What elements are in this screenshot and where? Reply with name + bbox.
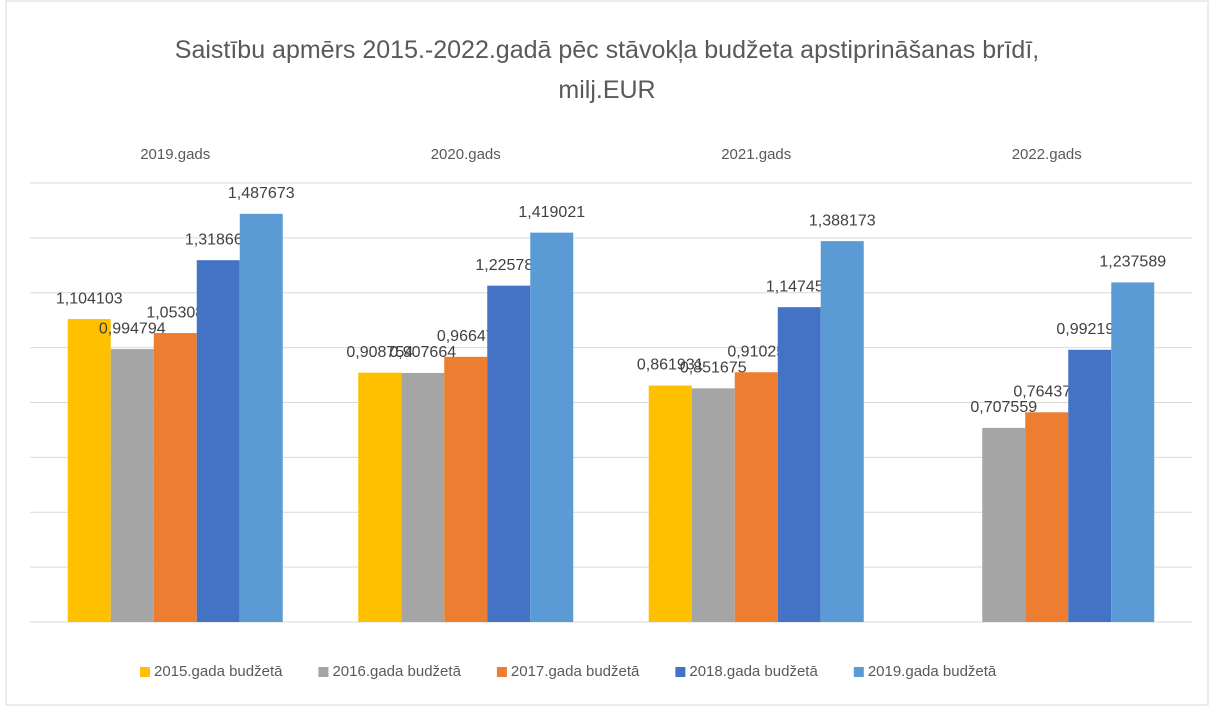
bar <box>982 427 1026 622</box>
legend-swatch <box>853 667 864 677</box>
data-label: 0,764372 <box>1013 383 1080 400</box>
bar <box>1025 412 1069 622</box>
bar <box>648 385 692 622</box>
legend-label: 2016.gada budžetā <box>332 663 461 680</box>
data-label: 0,992196 <box>1056 321 1123 338</box>
bar <box>734 372 778 622</box>
bar <box>401 372 445 622</box>
data-label: 0,96647 <box>437 328 495 345</box>
legend-label: 2015.gada budžetā <box>154 663 283 680</box>
chart-title: Saistību apmērs 2015.-2022.gadā pēc stāv… <box>174 36 1040 104</box>
legend-swatch <box>140 667 150 677</box>
legend-swatch <box>675 667 686 677</box>
data-label: 1,225788 <box>475 257 542 274</box>
data-label: 0,707559 <box>970 399 1037 416</box>
data-label: 0,91025 <box>727 343 785 360</box>
legend-label: 2018.gada budžetā <box>689 663 818 680</box>
bar <box>153 333 197 622</box>
data-label: 1,237589 <box>1099 254 1166 271</box>
bar <box>67 319 111 622</box>
bar <box>444 356 488 622</box>
category-label: 2021.gads <box>721 146 791 163</box>
data-label: 1,419021 <box>518 204 585 221</box>
bar <box>487 285 531 622</box>
legend-swatch <box>496 667 507 677</box>
bar <box>196 260 240 622</box>
category-label: 2020.gads <box>431 146 501 163</box>
legend-label: 2017.gada budžetā <box>511 663 640 680</box>
chart-border <box>5 0 1209 706</box>
category-label: 2019.gads <box>140 146 210 163</box>
bar <box>110 349 154 622</box>
legend-swatch <box>318 667 329 677</box>
data-label: 0,907664 <box>389 344 456 361</box>
data-label: 1,487673 <box>228 185 295 202</box>
data-label: 1,104103 <box>56 290 123 307</box>
data-label: 1,147452 <box>766 278 833 295</box>
category-label: 2022.gads <box>1012 146 1082 163</box>
bar <box>820 241 864 622</box>
data-label: 0,851675 <box>680 360 747 377</box>
data-label: 0,908754 <box>346 344 413 361</box>
data-label: 0,861931 <box>637 357 704 374</box>
data-label: 0,994794 <box>99 320 166 337</box>
bar <box>691 388 735 622</box>
bar <box>530 232 574 622</box>
data-label: 1,388173 <box>809 212 876 229</box>
legend-label: 2019.gada budžetā <box>868 663 997 680</box>
data-label: 1,05308 <box>146 304 204 321</box>
bar <box>1111 282 1155 622</box>
bar <box>1068 349 1112 622</box>
bar <box>239 213 283 623</box>
bar <box>777 307 821 622</box>
bar <box>358 372 402 622</box>
data-label: 1,318663 <box>185 231 252 248</box>
